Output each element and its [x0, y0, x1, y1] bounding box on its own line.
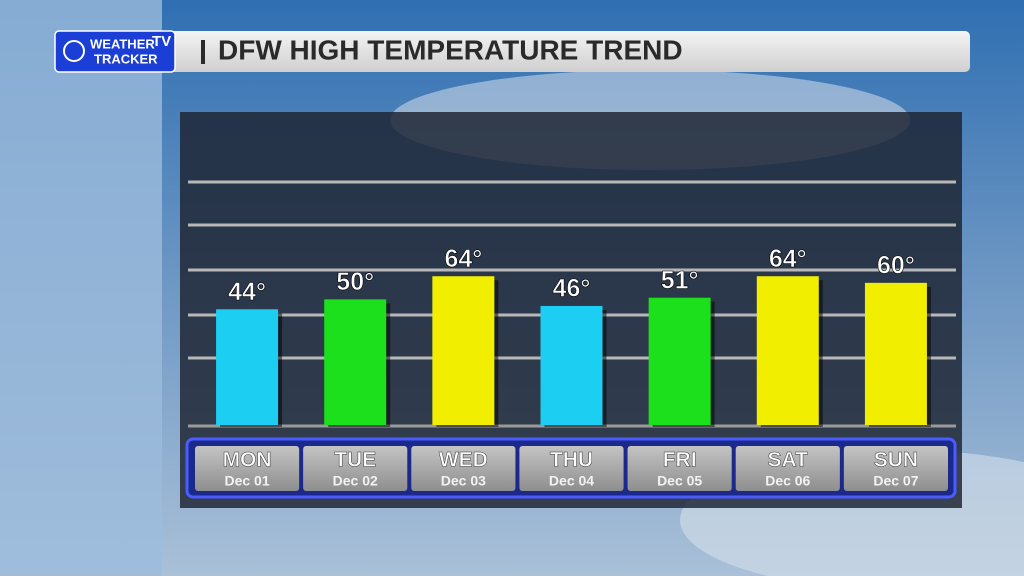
value-label: 60° — [877, 251, 915, 279]
date-label: Dec 05 — [657, 473, 702, 489]
logo-text: WEATHER — [90, 36, 155, 51]
day-label: THU — [550, 449, 593, 472]
day-label: TUE — [334, 449, 376, 472]
date-label: Dec 02 — [333, 473, 378, 489]
day-label: WED — [439, 449, 488, 472]
day-cell — [519, 446, 624, 491]
chart-title: DFW HIGH TEMPERATURE TREND — [218, 34, 683, 65]
day-label: MON — [223, 449, 272, 472]
bar — [432, 276, 495, 425]
date-label: Dec 04 — [549, 473, 594, 489]
logo — [54, 30, 176, 73]
separator — [201, 40, 205, 64]
value-label: 51° — [661, 266, 699, 294]
date-label: Dec 01 — [224, 473, 269, 489]
day-cell — [411, 446, 516, 491]
side-panel — [0, 0, 162, 576]
day-cell — [303, 446, 408, 491]
bar — [756, 276, 819, 425]
value-label: 50° — [336, 268, 374, 296]
day-cell — [735, 446, 840, 491]
logo-text: TRACKER — [94, 51, 158, 66]
day-cell — [195, 446, 300, 491]
title-bar — [55, 31, 970, 72]
day-cell — [627, 446, 732, 491]
date-label: Dec 03 — [441, 473, 486, 489]
date-label: Dec 06 — [765, 473, 810, 489]
value-label: 44° — [228, 278, 266, 306]
day-label: SUN — [874, 449, 918, 472]
date-label: Dec 07 — [873, 473, 918, 489]
value-label: 64° — [769, 245, 807, 273]
bar — [540, 305, 603, 425]
bar — [324, 299, 387, 425]
logo-badge: TV — [152, 33, 171, 50]
bar — [216, 309, 279, 425]
value-label: 46° — [553, 275, 591, 303]
value-label: 64° — [444, 245, 482, 273]
day-cell — [843, 446, 948, 491]
logo-icon — [63, 40, 85, 62]
day-label: SAT — [768, 449, 809, 472]
day-label: FRI — [663, 449, 697, 472]
bar — [864, 282, 927, 425]
bar — [648, 297, 711, 425]
